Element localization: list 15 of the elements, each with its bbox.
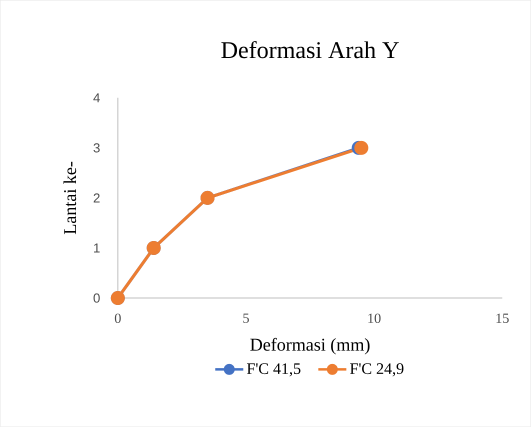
x-tick-label: 5 — [243, 314, 249, 323]
x-tick-label: 0 — [114, 314, 121, 324]
legend-label: F'C 24,9 — [350, 363, 404, 376]
x-tick-label: 10 — [368, 314, 381, 324]
y-tick-label: 0 — [94, 293, 100, 303]
chart-title: Deformasi Arah Y — [221, 41, 399, 58]
y-tick-label: 2 — [94, 193, 100, 203]
y-tick-label: 4 — [93, 93, 100, 102]
x-tick-label: 15 — [496, 314, 509, 324]
y-tick-label: 1 — [94, 244, 100, 253]
point — [354, 140, 368, 155]
legend-label: F'C 41,5 — [246, 363, 300, 376]
x-axis-title: Deformasi (mm) — [250, 338, 370, 355]
y-tick-label: 3 — [94, 143, 100, 153]
y-axis-title: Lantai ke- — [63, 162, 76, 234]
